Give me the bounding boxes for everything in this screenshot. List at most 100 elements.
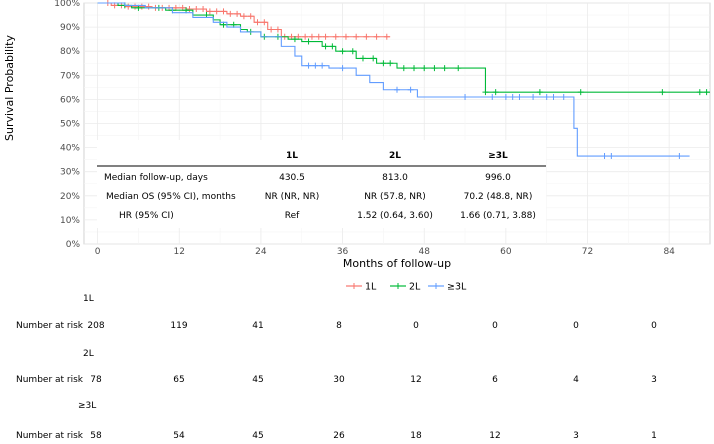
x-tick-label: 72 <box>582 247 593 257</box>
censor-mark <box>608 153 615 160</box>
censor-mark <box>502 93 509 100</box>
summary-cell: NR (57.8, NR) <box>364 192 426 202</box>
risk-count: 12 <box>410 375 421 385</box>
risk-count: 65 <box>173 375 184 385</box>
censor-mark <box>380 60 387 67</box>
x-tick-labels: 0 12 24 36 48 60 72 84 <box>95 247 675 257</box>
censor-mark <box>339 48 346 55</box>
censor-mark <box>145 3 152 10</box>
risk-count: 58 <box>90 431 102 441</box>
censor-mark <box>339 65 346 72</box>
x-tick-label: 36 <box>337 247 349 257</box>
censor-mark <box>322 33 329 40</box>
censor-mark <box>291 36 298 43</box>
risk-group-title: 2L <box>83 349 94 359</box>
legend-key-cross <box>395 283 401 289</box>
censor-mark <box>373 33 380 40</box>
risk-count: 8 <box>336 321 342 331</box>
censor-mark <box>234 10 241 17</box>
y-tick-label: 100% <box>54 0 80 9</box>
censor-mark <box>125 3 132 10</box>
risk-count: 18 <box>410 431 422 441</box>
risk-count: 0 <box>573 321 579 331</box>
censor-mark <box>370 55 377 62</box>
x-tick-label: 48 <box>418 247 430 257</box>
censor-mark <box>421 65 428 72</box>
y-tick-label: 30% <box>60 168 80 178</box>
censor-mark <box>400 65 407 72</box>
risk-count: 26 <box>333 431 345 441</box>
censor-mark <box>319 62 326 69</box>
risk-count: 45 <box>252 431 263 441</box>
summary-table: 1L 2L ≥3L Median follow-up, days 430.5 813.0 9… <box>97 140 546 228</box>
risk-row-label: Number at risk <box>16 321 84 331</box>
censor-mark <box>227 10 234 17</box>
censor-mark <box>268 26 275 33</box>
summary-cell: NR (NR, NR) <box>265 192 320 202</box>
y-tick-label: 70% <box>60 71 80 81</box>
censor-mark <box>482 89 489 96</box>
risk-count: 119 <box>170 321 187 331</box>
censor-mark <box>247 13 254 20</box>
risk-row-label: Number at risk <box>16 431 84 441</box>
censor-mark <box>530 93 537 100</box>
censor-mark <box>329 43 336 50</box>
censor-mark <box>342 33 349 40</box>
risk-count: 4 <box>573 375 579 385</box>
censor-mark <box>186 6 193 13</box>
summary-row-label: Median OS (95% CI), months <box>106 192 236 202</box>
censor-mark <box>509 93 516 100</box>
summary-cell: 996.0 <box>485 173 511 183</box>
legend-label: 2L <box>409 282 421 293</box>
summary-cell: 1.66 (0.71, 3.88) <box>460 211 536 221</box>
risk-count: 6 <box>492 375 498 385</box>
y-tick-label: 50% <box>60 120 80 130</box>
censor-mark <box>138 3 145 10</box>
x-tick-label: 0 <box>95 247 101 257</box>
legend-item: 2L <box>390 282 421 293</box>
legend-label: ≥3L <box>447 282 467 293</box>
y-tick-label: 10% <box>60 216 80 226</box>
censor-mark <box>489 93 496 100</box>
risk-row-label: Number at risk <box>16 375 84 385</box>
censor-mark <box>492 89 499 96</box>
censor-mark <box>363 33 370 40</box>
legend-key-cross <box>433 283 439 289</box>
censor-mark <box>240 13 247 20</box>
summary-table-header: 2L <box>389 151 401 161</box>
legend-item: 1L <box>346 282 377 293</box>
legend-key-cross <box>351 283 357 289</box>
summary-table-background <box>97 140 546 228</box>
censor-mark <box>254 19 261 26</box>
summary-row-label: Median follow-up, days <box>104 173 208 183</box>
censor-mark <box>676 153 683 160</box>
censor-mark <box>305 62 312 69</box>
y-tick-label: 80% <box>60 47 80 57</box>
censor-mark <box>349 48 356 55</box>
y-tick-label: 20% <box>60 192 80 202</box>
risk-group-title: ≥3L <box>78 401 96 411</box>
censor-mark <box>200 6 207 13</box>
censor-mark <box>536 89 543 96</box>
censor-mark <box>703 89 710 96</box>
censor-mark <box>411 65 418 72</box>
censor-mark <box>315 33 322 40</box>
summary-cell: 70.2 (48.8, NR) <box>464 192 533 202</box>
censor-mark <box>462 93 469 100</box>
series-≥3L <box>97 2 690 160</box>
censor-mark <box>431 65 438 72</box>
summary-cell: 1.52 (0.64, 3.60) <box>357 211 433 221</box>
censor-mark <box>387 60 394 67</box>
risk-count: 41 <box>252 321 263 331</box>
risk-count: 208 <box>87 321 104 331</box>
censor-mark <box>359 55 366 62</box>
risk-count: 3 <box>573 431 579 441</box>
censor-mark <box>193 6 200 13</box>
risk-group-1L: 1L Number at risk 208 119 41 8 0 0 0 0 <box>16 294 657 331</box>
censor-mark <box>332 33 339 40</box>
censor-mark <box>322 43 329 50</box>
y-tick-label: 40% <box>60 144 80 154</box>
x-tick-label: 60 <box>500 247 512 257</box>
censor-mark <box>305 38 312 45</box>
